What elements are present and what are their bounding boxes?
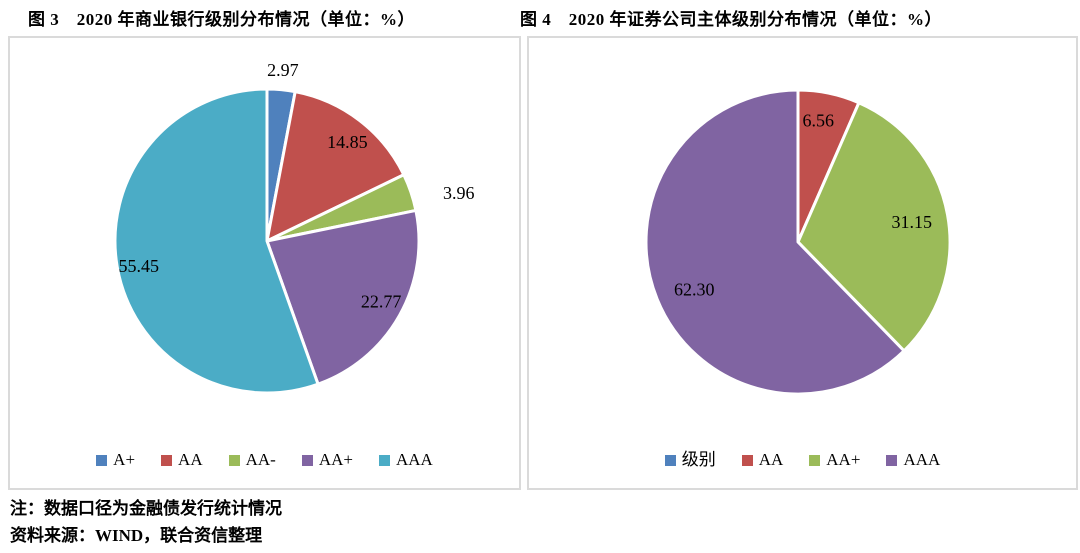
pie-data-label-AA+: 31.15 xyxy=(892,212,933,232)
pie-data-label-AA: 14.85 xyxy=(327,132,368,152)
pie-data-label-AA-: 3.96 xyxy=(443,183,475,203)
legend-item-AA+: AA+ xyxy=(809,450,860,470)
legend-swatch-icon xyxy=(228,454,240,466)
pie-slice-AAA xyxy=(113,87,320,395)
footnote-note: 注：数据口径为金融债发行统计情况 xyxy=(10,499,282,518)
legend-swatch-icon xyxy=(741,454,753,466)
pie-data-label-A+: 2.97 xyxy=(267,60,299,80)
legend-label: 级别 xyxy=(681,450,716,469)
legend-item-A+: A+ xyxy=(96,450,135,470)
footnote-source: 资料来源：WIND，联合资信整理 xyxy=(10,526,263,545)
legend-swatch-icon xyxy=(161,454,173,466)
legend-label: AAA xyxy=(903,450,941,469)
pie-slice-AA+ xyxy=(796,101,952,353)
pie-slice-AAA xyxy=(644,88,906,396)
legend-item-AAA: AAA xyxy=(886,450,940,470)
legend-item-AA-: AA- xyxy=(228,450,276,470)
legend-swatch-icon xyxy=(809,454,821,466)
legend-label: AA+ xyxy=(826,450,861,469)
legend-swatch-icon xyxy=(96,454,108,466)
chart4-title: 图 4 2020 年证券公司主体级别分布情况（单位：%） xyxy=(520,10,942,29)
legend-item-AAA: AAA xyxy=(378,450,433,470)
pie-data-label-AA: 6.56 xyxy=(803,111,835,131)
chart3-panel: 2.97 14.85 3.96 22.77 55.45 A+ AA AA- AA+ AAA xyxy=(8,36,521,490)
pie-data-label-AAA: 55.45 xyxy=(118,256,159,276)
chart3-pie-svg: 2.97 14.85 3.96 22.77 55.45 xyxy=(113,60,475,395)
chart3-legend: A+ AA AA- AA+ AAA xyxy=(10,450,519,470)
chart4-panel: 6.56 31.15 62.30 级别 AA AA+ AAA xyxy=(527,36,1078,490)
legend-item-AA: AA xyxy=(161,450,203,470)
legend-swatch-icon xyxy=(378,454,390,466)
legend-swatch-icon xyxy=(664,454,676,466)
legend-item-AA: AA xyxy=(741,450,784,470)
legend-label: AA xyxy=(178,450,203,469)
pie-slice-AA xyxy=(265,90,406,243)
legend-label: AA- xyxy=(245,450,276,469)
chart4-legend: 级别 AA AA+ AAA xyxy=(529,450,1076,470)
pie-slice-AA+ xyxy=(265,208,421,386)
footnotes: 注：数据口径为金融债发行统计情况 资料来源：WIND，联合资信整理 xyxy=(10,495,282,549)
legend-label: AA xyxy=(758,450,784,469)
legend-swatch-icon xyxy=(301,454,313,466)
legend-label: AAA xyxy=(395,450,433,469)
legend-label: A+ xyxy=(113,450,136,469)
legend-label: AA+ xyxy=(318,450,353,469)
legend-item-AA+: AA+ xyxy=(301,450,353,470)
legend-item-级别: 级别 xyxy=(664,450,716,470)
chart3-title: 图 3 2020 年商业银行级别分布情况（单位：%） xyxy=(28,10,415,29)
pie-data-label-AAA: 62.30 xyxy=(674,279,715,299)
pie-data-label-AA+: 22.77 xyxy=(361,292,402,312)
legend-swatch-icon xyxy=(886,454,898,466)
chart4-pie-svg: 6.56 31.15 62.30 xyxy=(644,88,952,396)
